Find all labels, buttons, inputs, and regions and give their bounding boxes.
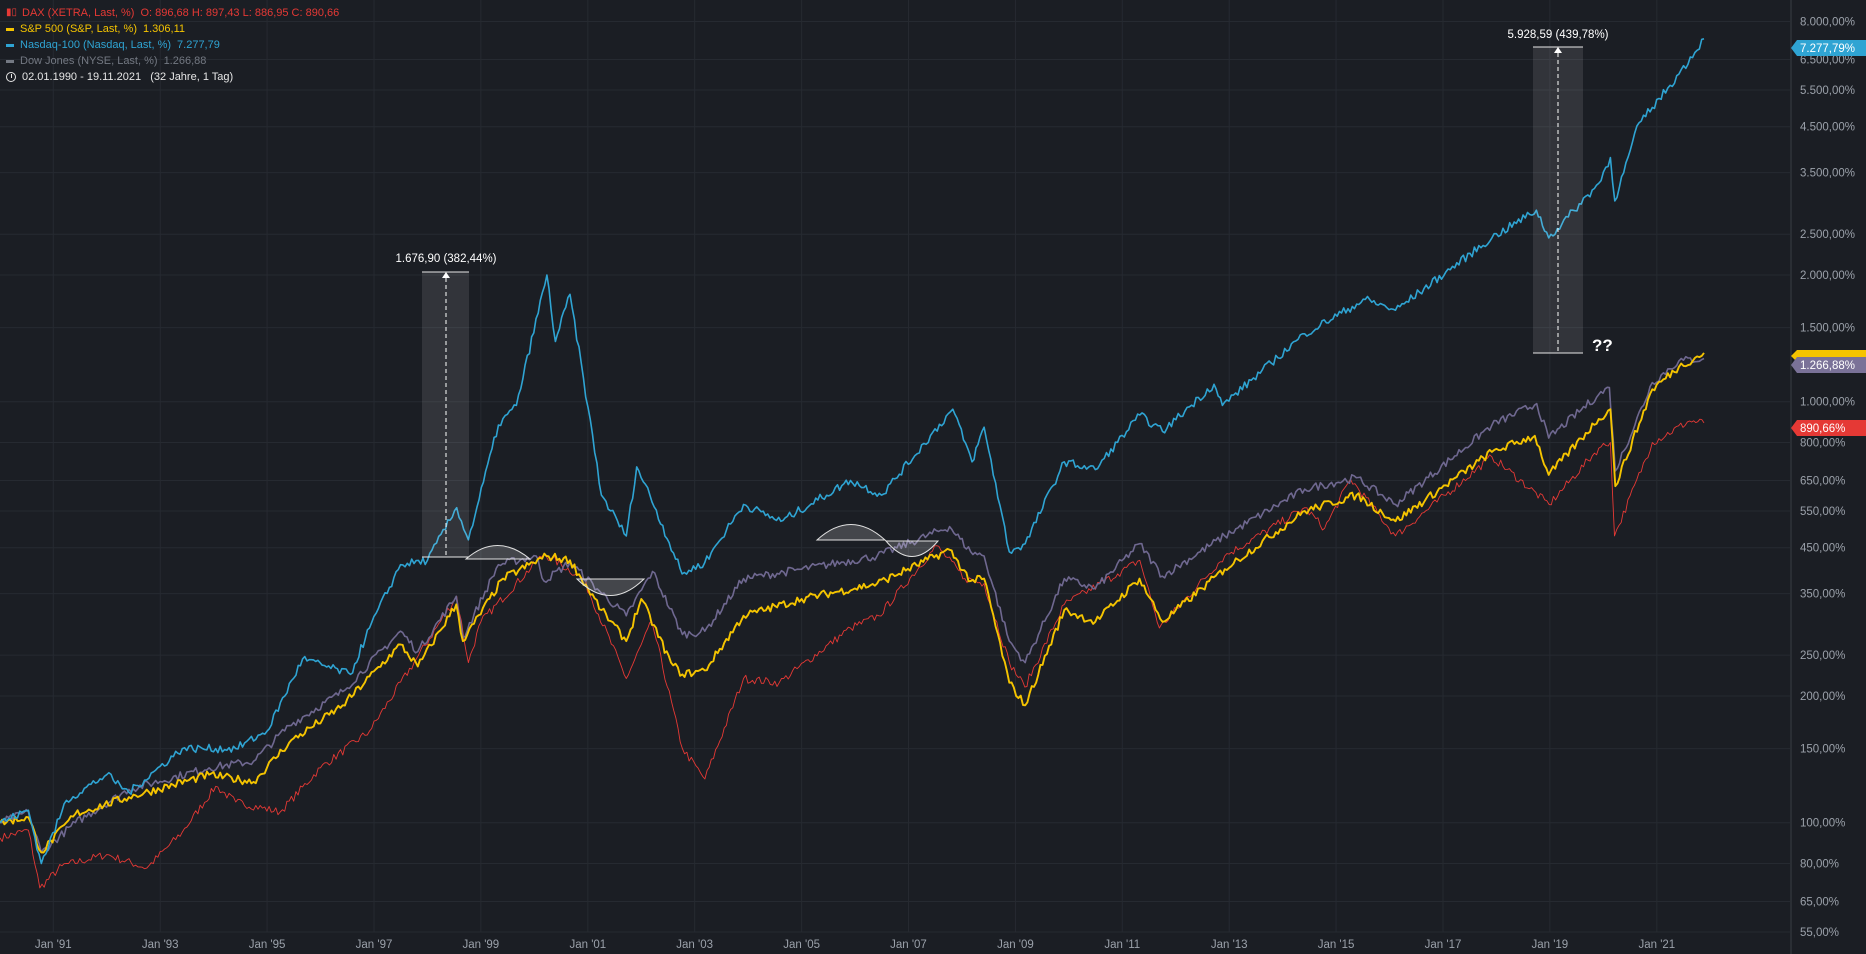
x-tick-label: Jan '17: [1425, 939, 1462, 951]
series-line-3[interactable]: [0, 38, 1705, 865]
y-tick-label: 6.500,00%: [1800, 54, 1855, 66]
legend-ohlc-dax: O: 896,68 H: 897,43 L: 886,95 C: 890,66: [140, 7, 340, 19]
y-axis-panel[interactable]: [1791, 0, 1866, 954]
x-tick-label: Jan '19: [1531, 939, 1568, 951]
x-tick-label: Jan '99: [462, 939, 499, 951]
series-layer: [0, 38, 1705, 889]
legend-label-sp500: S&P 500 (S&P, Last, %): [20, 23, 137, 35]
legend-label-dax: DAX (XETRA, Last, %): [22, 7, 135, 19]
x-tick-label: Jan '13: [1211, 939, 1248, 951]
question-marks: ??: [1592, 336, 1613, 355]
y-tick-label: 250,00%: [1800, 650, 1845, 662]
y-tick-label: 550,00%: [1800, 506, 1845, 518]
legend-item-nasdaq[interactable]: Nasdaq-100 (Nasdaq, Last, %) 7.277,79: [6, 37, 339, 53]
y-tick-label: 55,00%: [1800, 927, 1839, 939]
y-tick-label: 4.500,00%: [1800, 122, 1855, 134]
y-axis: 8.000,00% 6.500,00% 5.500,00% 4.500,00% 3.50…: [1800, 17, 1855, 939]
legend-label-range: 02.01.1990 - 19.11.2021 (32 Jahre, 1 Tag…: [22, 71, 234, 83]
legend: ▮▯ DAX (XETRA, Last, %) O: 896,68 H: 897…: [6, 5, 339, 85]
arrow-up-icon: [1554, 47, 1562, 53]
clock-icon: [6, 72, 16, 82]
legend-swatch-dow: [6, 59, 14, 63]
y-tick-label: 350,00%: [1800, 589, 1845, 601]
legend-value-dow: 1.266,88: [163, 55, 207, 67]
x-axis: Jan '91 Jan '93 Jan '95 Jan '97 Jan '99 Jan '…: [35, 939, 1675, 951]
badge-dow: 1.266,88%: [1791, 357, 1866, 373]
y-tick-label: 65,00%: [1800, 896, 1839, 908]
x-tick-label: Jan '03: [676, 939, 713, 951]
x-tick-label: Jan '07: [890, 939, 927, 951]
y-tick-label: 100,00%: [1800, 818, 1845, 830]
svg-text:7.277,79%: 7.277,79%: [1800, 43, 1855, 55]
y-tick-label: 80,00%: [1800, 858, 1839, 870]
x-tick-label: Jan '95: [249, 939, 286, 951]
badge-nasdaq: 7.277,79%: [1791, 40, 1866, 56]
y-tick-label: 200,00%: [1800, 691, 1845, 703]
x-tick-label: Jan '21: [1638, 939, 1675, 951]
series-line-0[interactable]: [0, 418, 1705, 889]
legend-item-dax[interactable]: ▮▯ DAX (XETRA, Last, %) O: 896,68 H: 897…: [6, 5, 339, 21]
legend-value-nasdaq: 7.277,79: [177, 39, 220, 51]
x-tick-label: Jan '01: [569, 939, 606, 951]
svg-text:890,66%: 890,66%: [1800, 423, 1845, 435]
candlestick-icon: ▮▯: [6, 7, 18, 18]
y-tick-label: 8.000,00%: [1800, 17, 1855, 29]
legend-label-nasdaq: Nasdaq-100 (Nasdaq, Last, %): [20, 39, 172, 51]
y-tick-label: 2.500,00%: [1800, 229, 1855, 241]
measure-label-recent: 5.928,59 (439,78%): [1507, 29, 1608, 41]
y-tick-label: 450,00%: [1800, 543, 1845, 555]
arrow-up-icon: [442, 272, 450, 278]
legend-swatch-nasdaq: [6, 43, 14, 47]
measure-label-dotcom: 1.676,90 (382,44%): [395, 253, 496, 265]
arc-bottom-2009[interactable]: [884, 540, 940, 557]
legend-value-sp500: 1.306,11: [143, 23, 186, 35]
badge-dax: 890,66%: [1791, 420, 1866, 436]
y-tick-label: 150,00%: [1800, 744, 1845, 756]
legend-item-sp500[interactable]: S&P 500 (S&P, Last, %) 1.306,11: [6, 21, 339, 37]
y-tick-label: 650,00%: [1800, 475, 1845, 487]
legend-label-dow: Dow Jones (NYSE, Last, %): [20, 55, 158, 67]
y-tick-label: 5.500,00%: [1800, 85, 1855, 97]
x-tick-label: Jan '09: [997, 939, 1034, 951]
y-tick-label: 1.500,00%: [1800, 323, 1855, 335]
x-tick-label: Jan '93: [142, 939, 179, 951]
svg-text:1.266,88%: 1.266,88%: [1800, 360, 1855, 372]
x-tick-label: Jan '91: [35, 939, 72, 951]
arc-top-2000[interactable]: [464, 545, 532, 560]
arc-bottom-2002[interactable]: [575, 578, 646, 596]
y-tick-label: 800,00%: [1800, 438, 1845, 450]
legend-item-dow[interactable]: Dow Jones (NYSE, Last, %) 1.266,88: [6, 53, 339, 69]
legend-swatch-sp500: [6, 27, 14, 31]
x-tick-label: Jan '15: [1318, 939, 1355, 951]
y-tick-label: 1.000,00%: [1800, 397, 1855, 409]
series-line-1[interactable]: [0, 355, 1705, 854]
x-tick-label: Jan '05: [783, 939, 820, 951]
y-tick-label: 3.500,00%: [1800, 168, 1855, 180]
arc-top-2007[interactable]: [815, 524, 887, 541]
x-tick-label: Jan '97: [356, 939, 393, 951]
y-tick-label: 2.000,00%: [1800, 270, 1855, 282]
annotation-layer: 1.676,90 (382,44%) 5.928,59 (439,78%) ??: [395, 29, 1613, 596]
x-tick-label: Jan '11: [1104, 939, 1140, 951]
series-line-2[interactable]: [0, 352, 1705, 854]
legend-item-range[interactable]: 02.01.1990 - 19.11.2021 (32 Jahre, 1 Tag…: [6, 69, 339, 85]
